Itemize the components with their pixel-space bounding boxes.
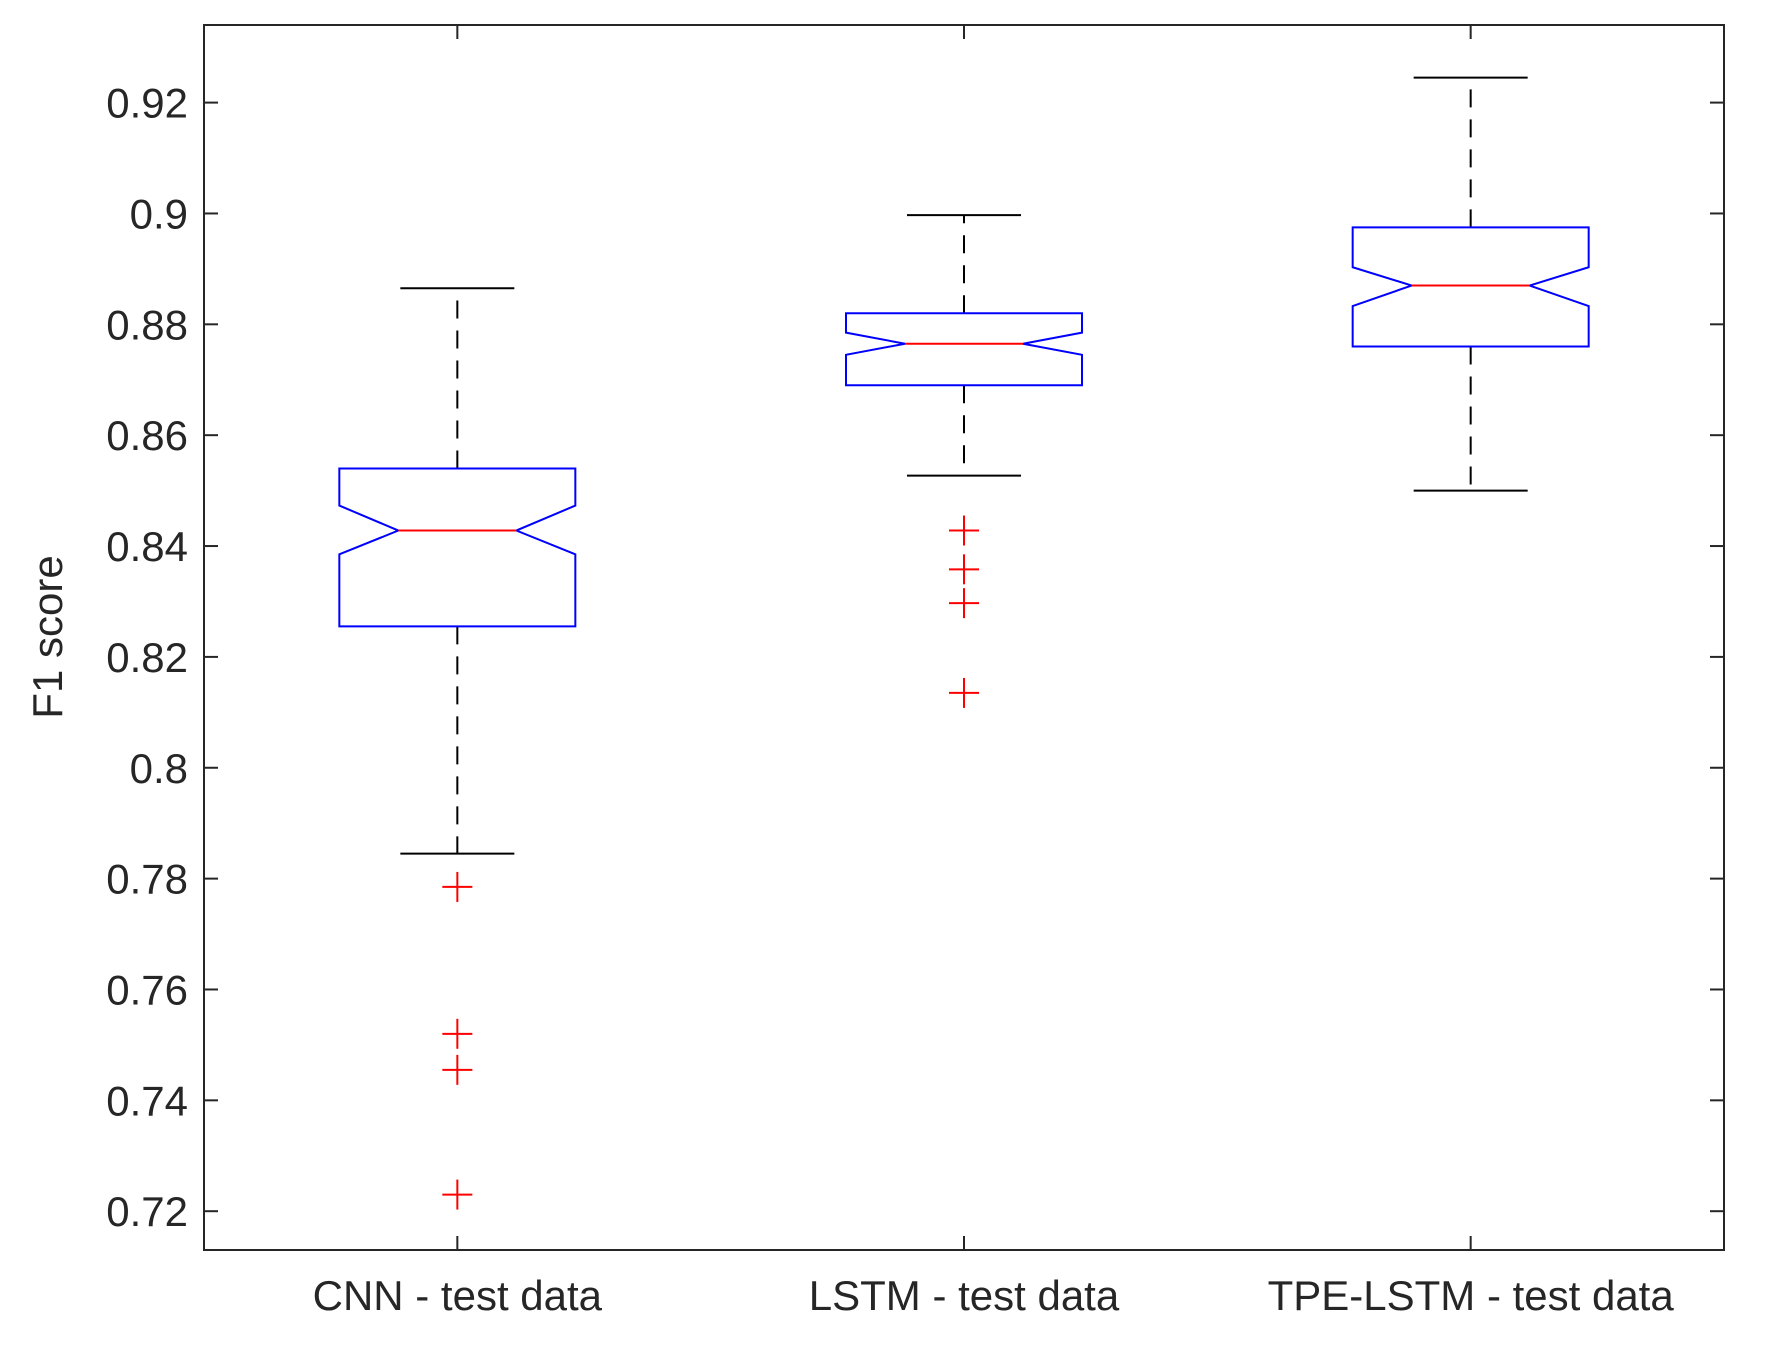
box-group [338,287,577,1210]
plot-area [204,25,1724,1250]
y-tick-label: 0.86 [106,412,188,459]
notched-box [845,312,1083,387]
y-tick-label: 0.88 [106,301,188,348]
y-tick-label: 0.74 [106,1077,188,1124]
outlier-marker [949,554,979,585]
y-tick-label: 0.76 [106,966,188,1013]
y-tick-label: 0.72 [106,1188,188,1235]
y-tick-label: 0.8 [130,745,188,792]
y-tick-label: 0.78 [106,856,188,903]
axes-frame [203,24,1725,1251]
y-tick-label: 0.82 [106,634,188,681]
outlier-marker [949,588,979,619]
outlier-marker [949,515,979,546]
y-tick-label: 0.92 [106,80,188,127]
box-group [845,214,1083,708]
outlier-marker [442,1179,473,1210]
outlier-marker [442,1018,473,1049]
x-tick-label: LSTM - test data [809,1272,1120,1319]
outlier-marker [442,1054,473,1085]
notched-box [1351,226,1590,348]
outlier-marker [949,677,979,708]
outlier-marker [442,871,473,902]
notched-box [338,467,577,628]
y-tick-label: 0.9 [130,190,188,237]
y-tick-label: 0.84 [106,523,188,570]
x-tick-label: CNN - test data [313,1272,603,1319]
x-axis-ticks: CNN - test data LSTM - test data TPE-LSTM … [313,25,1675,1319]
x-tick-label: TPE-LSTM - test data [1268,1272,1675,1319]
y-axis-ticks: 0.72 0.74 0.76 0.78 0.8 0.82 0.84 0.86 0.88 0.9 0.… [106,80,1724,1235]
box-series [338,76,1590,1210]
box-group [1351,76,1590,492]
y-axis-title: F1 score [24,555,71,718]
